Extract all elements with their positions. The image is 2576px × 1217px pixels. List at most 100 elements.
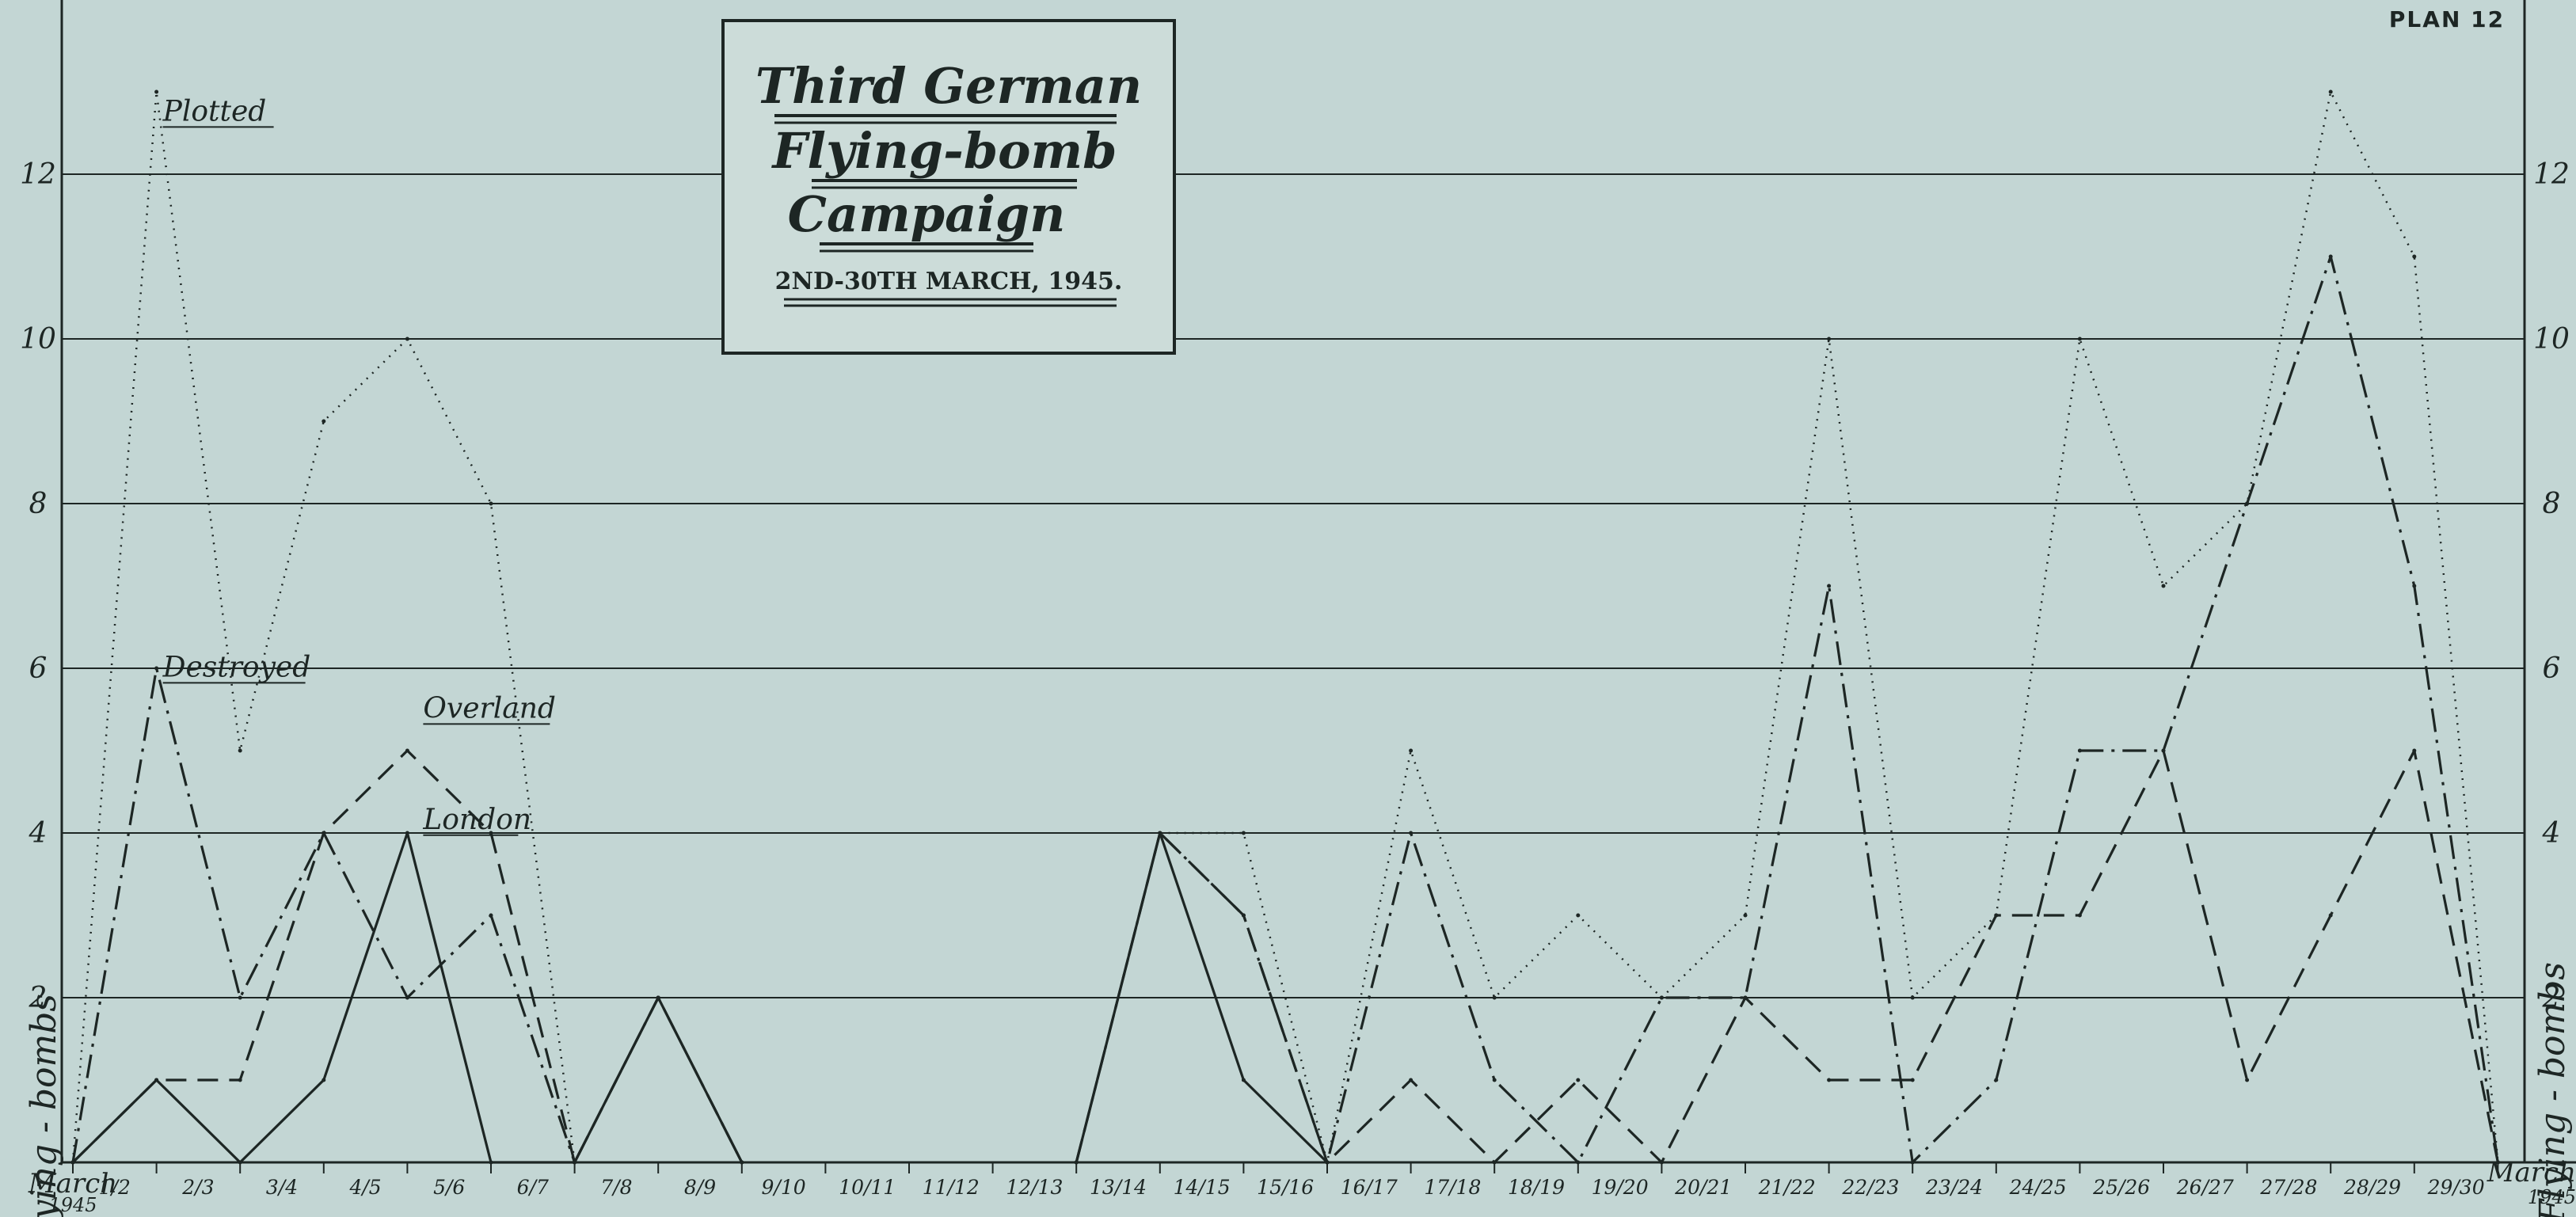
point-overland: [489, 831, 493, 835]
x-tick-label: 12/13: [1006, 1176, 1063, 1199]
x-tick-label: 3/4: [266, 1176, 298, 1199]
point-plotted: [154, 89, 159, 94]
x-end-year: 1945: [2528, 1186, 2576, 1208]
y-tick-right-12: 12: [2533, 158, 2570, 191]
point-plotted: [1910, 995, 1915, 1000]
x-tick-label: 28/29: [2343, 1176, 2401, 1199]
y-tick-right-4: 4: [2542, 817, 2561, 850]
x-tick-label: 26/27: [2176, 1176, 2234, 1199]
point-plotted: [322, 419, 326, 424]
point-plotted: [1743, 913, 1748, 918]
point-london: [656, 995, 660, 1000]
y-tick-right-8: 8: [2543, 488, 2561, 520]
title-box: Third German Flying-bomb Campaign 2ND-30…: [721, 19, 1176, 355]
point-destroyed: [2328, 254, 2333, 259]
point-overland: [2161, 748, 2166, 753]
point-plotted: [2077, 337, 2082, 341]
point-plotted: [2328, 89, 2333, 94]
point-plotted: [1827, 337, 1832, 341]
series-label-london: London: [422, 804, 531, 836]
y-tick-left-4: 4: [29, 817, 48, 850]
point-plotted: [2161, 584, 2166, 588]
x-tick-label: 18/19: [1508, 1176, 1565, 1199]
point-destroyed: [2245, 501, 2250, 506]
point-destroyed: [1492, 1078, 1497, 1082]
x-tick-label: 8/9: [684, 1176, 716, 1199]
x-end-label: March: [2487, 1157, 2576, 1188]
x-tick-label: 4/5: [348, 1176, 381, 1199]
y-axis-label-right: Flying - bombs: [2532, 962, 2573, 1217]
point-destroyed: [238, 995, 242, 1000]
point-destroyed: [405, 995, 409, 1000]
point-destroyed: [1994, 1078, 1999, 1082]
point-overland: [2328, 913, 2333, 918]
y-tick-left-2: 2: [29, 982, 48, 1014]
x-tick-label: 5/6: [433, 1176, 465, 1199]
x-tick-label: 6/7: [517, 1176, 549, 1199]
grid-lines: [60, 0, 2576, 1164]
point-london: [405, 831, 409, 835]
x-tick-label: 16/17: [1341, 1176, 1398, 1199]
x-tick-label: 7/8: [600, 1176, 632, 1199]
x-tick-label: 25/26: [2092, 1176, 2150, 1199]
y-tick-right-2: 2: [2542, 982, 2561, 1014]
title-line-1: Third German: [755, 57, 1142, 115]
x-tick-label: 20/21: [1674, 1176, 1732, 1199]
point-overland: [2245, 1078, 2250, 1082]
point-overland: [2412, 748, 2417, 753]
point-london: [1241, 1078, 1246, 1082]
x-start-year: 1945: [48, 1194, 97, 1216]
point-destroyed: [1409, 831, 1414, 835]
x-tick-label: 15/16: [1257, 1176, 1314, 1199]
y-tick-right-10: 10: [2533, 323, 2570, 356]
point-plotted: [2412, 254, 2417, 259]
x-tick-label: 10/11: [839, 1176, 896, 1199]
y-tick-right-6: 6: [2543, 652, 2561, 685]
point-overland: [1910, 1078, 1915, 1082]
y-tick-left-12: 12: [20, 158, 56, 191]
point-destroyed: [1827, 584, 1832, 588]
tick-labels: 2 2 4 4 6 6 8 8 10 10 12 12 1/2 2/3 3/4 4/5 5/6 6/7 7/8 8/9…: [20, 158, 2570, 1199]
title-date: 2ND-30TH MARCH, 1945.: [775, 268, 1123, 295]
point-plotted: [1409, 748, 1414, 753]
y-tick-left-10: 10: [20, 323, 56, 356]
point-destroyed: [154, 666, 159, 671]
x-tick-label: 14/15: [1174, 1176, 1231, 1199]
point-london: [154, 1078, 159, 1082]
series-label-overland: Overland: [423, 692, 556, 724]
point-plotted: [1576, 913, 1581, 918]
x-tick-label: 13/14: [1090, 1176, 1147, 1199]
series-line-destroyed: [71, 667, 744, 1164]
point-london: [322, 1078, 326, 1082]
series-label-plotted: Plotted: [162, 95, 267, 127]
series-line-plotted: [1075, 90, 2499, 1164]
point-plotted: [238, 748, 242, 753]
plan-label: PLAN 12: [2389, 6, 2505, 32]
point-overland: [405, 748, 409, 753]
series-line-destroyed: [1075, 255, 2499, 1164]
point-overland: [1241, 913, 1246, 918]
x-tick-label: 9/10: [762, 1176, 806, 1199]
y-tick-left-6: 6: [29, 652, 48, 685]
series-labels: Plotted Destroyed Overland London: [162, 95, 556, 836]
y-axis-label-left: Flying - bombs: [24, 994, 64, 1217]
point-overland: [322, 831, 326, 835]
point-plotted: [489, 501, 493, 506]
y-tick-left-8: 8: [29, 488, 48, 520]
x-tick-label: 23/24: [1925, 1176, 1983, 1199]
point-london: [1158, 831, 1162, 835]
point-destroyed: [2412, 584, 2417, 588]
series-line-plotted: [71, 90, 743, 1164]
x-tick-label: 22/23: [1841, 1176, 1899, 1199]
point-overland: [1409, 1078, 1414, 1082]
point-overland: [238, 1078, 242, 1082]
series-line-overland: [1075, 749, 2499, 1164]
point-overland: [1827, 1078, 1832, 1082]
series-line-london: [1075, 831, 1329, 1164]
x-tick-label: 29/30: [2427, 1176, 2485, 1199]
point-destroyed: [1659, 995, 1664, 1000]
x-tick-label: 2/3: [181, 1176, 214, 1199]
x-tick-label: 11/12: [923, 1176, 980, 1199]
title-line-3: Campaign: [788, 185, 1066, 243]
